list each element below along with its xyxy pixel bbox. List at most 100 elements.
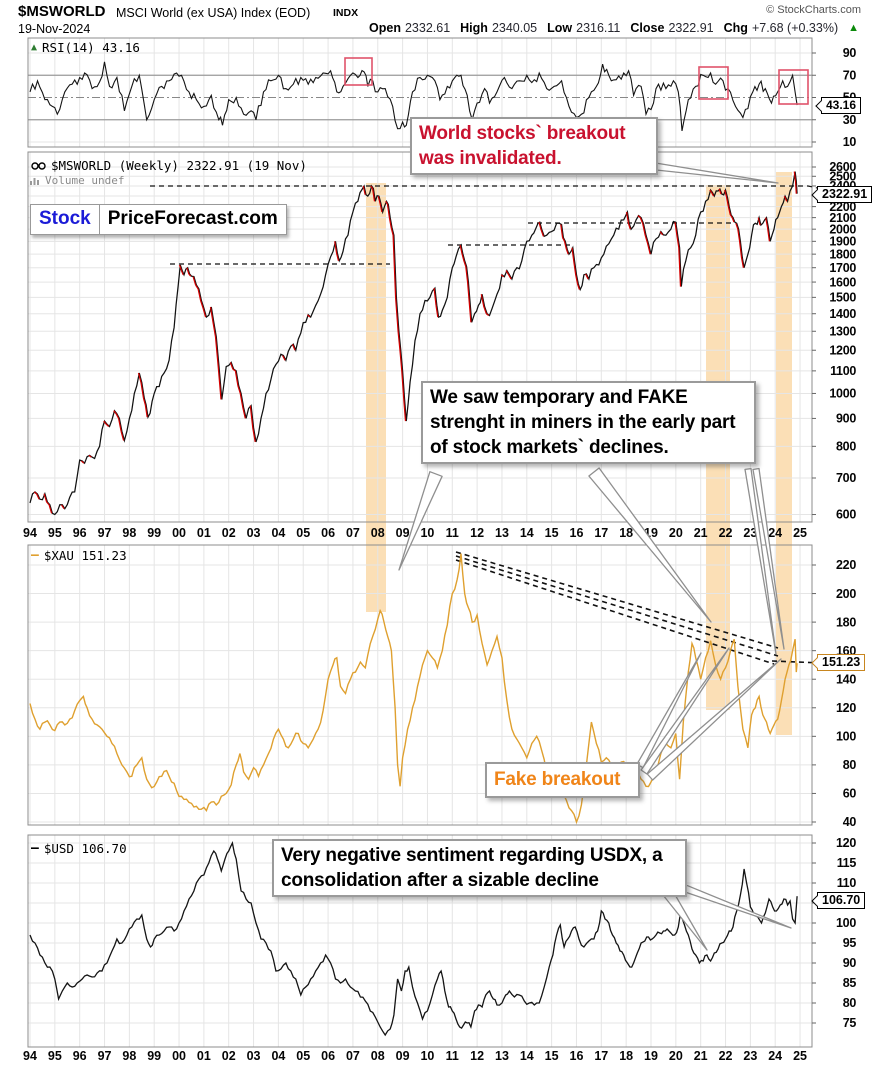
year-tick-label: 11 [446,1049,459,1063]
year-tick-label: 07 [346,1049,360,1063]
year-tick-label: 01 [197,526,211,540]
price-value-callout: 2322.91 [817,186,873,203]
price-series-label[interactable]: $MSWORLD (Weekly) 2322.91 (19 Nov) [31,158,307,173]
close-quote: Close 2322.91 [630,21,714,35]
year-tick-label: 20 [669,526,683,540]
quote-date: 19-Nov-2024 [18,22,91,36]
year-tick-label: 23 [743,1049,757,1063]
year-tick-label: 14 [520,1049,534,1063]
xau-axis-tick-label: 100 [836,730,856,744]
year-tick-label: 07 [346,526,360,540]
stock-priceforecast-logo[interactable]: Stock PriceForecast.com [30,204,287,235]
year-tick-label: 04 [271,1049,285,1063]
low-quote: Low 2316.11 [547,21,621,35]
xau-legend-dash-icon: — [31,547,39,563]
year-tick-label: 04 [271,526,285,540]
year-tick-label: 95 [48,1049,62,1063]
year-tick-label: 94 [23,526,37,540]
year-tick-label: 98 [122,1049,136,1063]
volume-undefined-label[interactable]: Volume undef [30,174,124,187]
year-tick-label: 12 [470,1049,484,1063]
year-tick-label: 23 [743,526,757,540]
year-tick-label: 22 [719,526,733,540]
rsi-alert-boxes [344,57,809,105]
usd-value-callout: 106.70 [817,892,866,909]
usd-axis-tick-label: 120 [836,836,856,850]
year-tick-label: 10 [420,1049,434,1063]
year-tick-label: 11 [446,526,459,540]
usd-series-label[interactable]: — $USD 106.70 [31,840,127,856]
price-axis-tick-label: 600 [836,508,856,522]
rsi-axis-tick-label: 90 [843,46,857,60]
year-tick-label: 05 [296,526,310,540]
year-tick-label: 16 [570,1049,584,1063]
year-tick-label: 94 [23,1049,37,1063]
xau-axis-tick-label: 220 [836,558,856,572]
price-axis-tick-label: 2100 [829,211,856,225]
xau-series-line [29,553,798,825]
usd-axis-tick-label: 80 [843,996,857,1010]
rsi-axis-tick-label: 10 [843,135,857,149]
year-tick-label: 24 [768,1049,782,1063]
price-axis-tick-label: 1900 [829,235,856,249]
change-quote: Chg +7.68 (+0.33%) [723,21,839,35]
ticker-symbol: $MSWORLD [18,3,106,20]
year-tick-label: 08 [371,526,385,540]
year-tick-label: 25 [793,526,807,540]
usd-axis-tick-label: 75 [843,1016,857,1030]
breakout-invalidated-note: World stocks` breakout was invalidated. [410,117,658,175]
logo-stock-text: Stock [30,204,99,235]
year-tick-label: 10 [420,526,434,540]
price-series-line [29,171,798,516]
year-tick-label: 19 [644,1049,658,1063]
year-tick-label: 25 [793,1049,807,1063]
stockcharts-credit-link[interactable]: © StockCharts.com [766,4,861,16]
price-axis-tick-label: 900 [836,412,856,426]
price-axis-tick-label: 1300 [829,324,856,338]
year-tick-label: 15 [545,1049,559,1063]
volume-bars-icon [30,176,40,185]
rsi-axis-tick-label: 30 [843,113,857,127]
year-tick-label: 18 [619,1049,633,1063]
xau-series-label[interactable]: — $XAU 151.23 [31,547,127,563]
logo-priceforecast-text: PriceForecast.com [98,204,287,235]
year-tick-label: 00 [172,1049,186,1063]
year-tick-label: 12 [470,526,484,540]
year-tick-label: 21 [694,526,708,540]
usd-axis-tick-label: 110 [837,876,857,890]
year-tick-label: 97 [98,526,112,540]
rsi-value-callout: 43.16 [821,97,862,114]
xau-value-callout: 151.23 [817,654,866,671]
year-tick-label: 00 [172,526,186,540]
price-axis-tick-label: 1600 [829,275,856,289]
rsi-panel: 9070503010 [27,37,857,149]
usd-axis-tick-label: 90 [843,956,857,970]
year-tick-label: 16 [570,526,584,540]
exchange-label: INDX [333,7,359,19]
rsi-indicator-label[interactable]: ▲ RSI(14) 43.16 [31,40,140,55]
change-up-icon: ▲ [848,22,859,34]
price-axis-tick-label: 1700 [829,261,856,275]
year-tick-label: 13 [495,1049,509,1063]
price-axis-tick-label: 1500 [829,291,856,305]
inspect-glasses-icon [31,161,46,170]
xau-axis-tick-label: 40 [843,815,857,829]
price-axis-tick-label: 700 [836,471,856,485]
rsi-axis-tick-label: 70 [843,68,857,82]
year-tick-label: 21 [694,1049,708,1063]
usd-legend-dash-icon: — [31,840,39,856]
year-tick-label: 24 [768,526,782,540]
year-tick-label: 03 [247,1049,261,1063]
price-axis-tick-label: 2600 [829,160,856,174]
year-tick-label: 14 [520,526,534,540]
price-axis-tick-label: 1100 [830,364,856,378]
xau-axis-tick-label: 140 [836,672,856,686]
year-tick-label: 18 [619,526,633,540]
year-tick-label: 15 [545,526,559,540]
year-tick-label: 02 [222,526,236,540]
year-tick-label: 13 [495,526,509,540]
ohlc-quote-row: Open 2332.61 High 2340.05 Low 2316.11 Close… [369,21,859,35]
usd-axis-tick-label: 100 [836,916,856,930]
x-axis-year-labels: 94 95 96 97 98 99 00 01 02 03 04 05 06 07 08 09 10 11 12 13… [23,1049,807,1063]
